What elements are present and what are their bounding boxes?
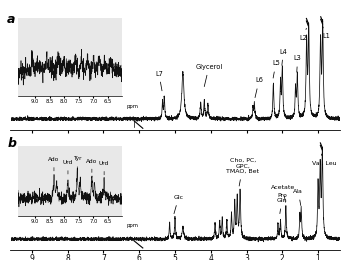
Text: Glycerol: Glycerol bbox=[195, 64, 223, 87]
Text: a: a bbox=[7, 13, 16, 26]
Text: Urd: Urd bbox=[99, 161, 109, 175]
Text: L4: L4 bbox=[279, 49, 287, 65]
Text: ppm: ppm bbox=[152, 138, 169, 147]
Text: L5: L5 bbox=[272, 60, 280, 78]
Text: ppm: ppm bbox=[127, 223, 139, 228]
Text: L2: L2 bbox=[299, 28, 307, 41]
Text: Cho, PC,
GPC,
TMAO, Bet: Cho, PC, GPC, TMAO, Bet bbox=[226, 158, 259, 186]
Text: Ado: Ado bbox=[86, 159, 98, 172]
Text: Acetate: Acetate bbox=[271, 185, 295, 202]
Text: L7: L7 bbox=[155, 70, 163, 91]
Text: Pro
Gln: Pro Gln bbox=[277, 193, 288, 213]
Text: Val, Leu: Val, Leu bbox=[312, 154, 337, 166]
Text: Ala: Ala bbox=[293, 190, 303, 205]
Text: Ado: Ado bbox=[48, 157, 60, 171]
Text: ppm: ppm bbox=[127, 104, 139, 109]
Text: Tyr: Tyr bbox=[73, 156, 82, 170]
Text: L1: L1 bbox=[323, 27, 330, 39]
Text: Urd: Urd bbox=[63, 160, 73, 174]
Text: L3: L3 bbox=[294, 55, 302, 72]
Text: L6: L6 bbox=[255, 77, 263, 98]
Text: Glc: Glc bbox=[174, 195, 184, 214]
Text: b: b bbox=[7, 138, 16, 151]
